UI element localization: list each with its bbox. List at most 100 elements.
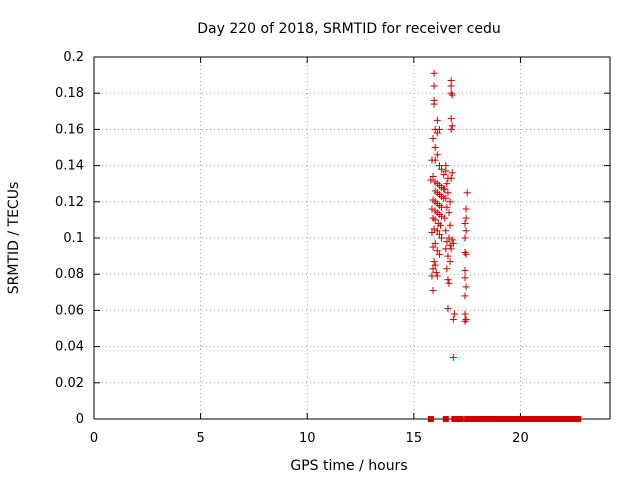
data-point xyxy=(429,286,437,294)
data-point xyxy=(443,238,451,246)
y-tick-label: 0.06 xyxy=(55,303,84,318)
data-point xyxy=(449,239,457,247)
y-tick-label: 0.04 xyxy=(55,340,84,355)
zero-value-marker xyxy=(464,416,582,422)
data-point xyxy=(432,268,440,276)
grid-lines xyxy=(94,57,610,419)
data-point xyxy=(461,310,469,318)
x-axis-label: GPS time / hours xyxy=(290,458,407,474)
zero-value-marker xyxy=(457,416,464,422)
data-point xyxy=(449,315,457,323)
data-point xyxy=(441,185,449,193)
data-point xyxy=(448,122,456,130)
chart-title: Day 220 of 2018, SRMTID for receiver ced… xyxy=(197,21,500,37)
y-tick-label: 0.08 xyxy=(55,267,84,282)
y-tick-label: 0.1 xyxy=(63,231,84,246)
data-point xyxy=(461,220,469,228)
data-point xyxy=(447,89,455,97)
data-point xyxy=(461,292,469,300)
data-point xyxy=(445,234,453,242)
data-point xyxy=(430,258,438,266)
zero-value-marker xyxy=(427,416,434,422)
data-point xyxy=(443,265,451,273)
data-point xyxy=(428,156,436,164)
data-point xyxy=(442,227,450,235)
data-point xyxy=(462,227,470,235)
zero-value-marker xyxy=(451,416,460,422)
data-point xyxy=(461,317,469,325)
data-point xyxy=(461,248,469,256)
data-point xyxy=(431,216,439,224)
data-point xyxy=(446,221,454,229)
data-point xyxy=(449,353,457,361)
data-point xyxy=(447,115,455,123)
data-point xyxy=(461,267,469,275)
data-point xyxy=(433,272,441,280)
data-point xyxy=(431,239,439,247)
y-tick-label: 0.12 xyxy=(55,195,84,210)
data-point xyxy=(447,174,455,182)
data-point xyxy=(429,172,437,180)
x-tick-label: 10 xyxy=(299,431,316,446)
x-tick-label: 5 xyxy=(196,431,204,446)
data-point xyxy=(447,82,455,90)
plot-border xyxy=(93,56,611,420)
x-tick-label: 0 xyxy=(90,431,98,446)
data-point xyxy=(438,165,446,173)
data-point xyxy=(438,212,446,220)
data-point xyxy=(461,274,469,282)
data-point xyxy=(435,125,443,133)
data-point xyxy=(431,261,439,269)
data-point xyxy=(446,258,454,266)
data-point xyxy=(462,315,470,323)
data-point xyxy=(433,151,441,159)
y-tick-label: 0.02 xyxy=(55,376,84,391)
x-tick-label: 20 xyxy=(512,431,529,446)
data-point xyxy=(462,214,470,222)
data-point xyxy=(444,276,452,284)
data-point xyxy=(436,221,444,229)
data-point xyxy=(430,225,438,233)
data-point xyxy=(433,116,441,124)
x-axis: 0 5 10 15 20 xyxy=(90,57,529,446)
y-tick-label: 0.18 xyxy=(55,86,84,101)
data-point xyxy=(429,134,437,142)
data-point xyxy=(447,245,455,253)
data-point xyxy=(435,250,443,258)
data-point xyxy=(444,305,452,313)
data-point xyxy=(435,230,443,238)
y-tick-label: 0.14 xyxy=(55,159,84,174)
data-point xyxy=(450,310,458,318)
data-points xyxy=(427,69,582,422)
data-point xyxy=(440,171,448,179)
y-tick-label: 0.2 xyxy=(63,50,84,65)
data-point xyxy=(442,194,450,202)
y-tick-label: 0 xyxy=(76,412,84,427)
data-point xyxy=(435,162,443,170)
data-point xyxy=(462,250,470,258)
data-point xyxy=(428,229,436,237)
data-point xyxy=(462,205,470,213)
data-point xyxy=(447,125,455,133)
data-point xyxy=(448,169,456,177)
data-point xyxy=(461,234,469,242)
data-point xyxy=(445,209,453,217)
data-point xyxy=(445,279,453,287)
plot-frame xyxy=(93,56,611,420)
data-point xyxy=(438,234,446,242)
data-point xyxy=(443,203,451,211)
data-point xyxy=(448,236,456,244)
y-tick-label: 0.16 xyxy=(55,122,84,137)
data-point xyxy=(462,283,470,291)
data-point xyxy=(428,205,436,213)
data-point xyxy=(446,241,454,249)
data-point xyxy=(430,69,438,77)
data-point xyxy=(448,91,456,99)
data-point xyxy=(446,198,454,206)
y-axis-label: SRMTID / TECUs xyxy=(6,182,22,295)
data-point xyxy=(431,144,439,151)
data-point xyxy=(441,214,449,222)
data-point xyxy=(444,189,452,197)
zero-value-marker xyxy=(442,416,449,422)
